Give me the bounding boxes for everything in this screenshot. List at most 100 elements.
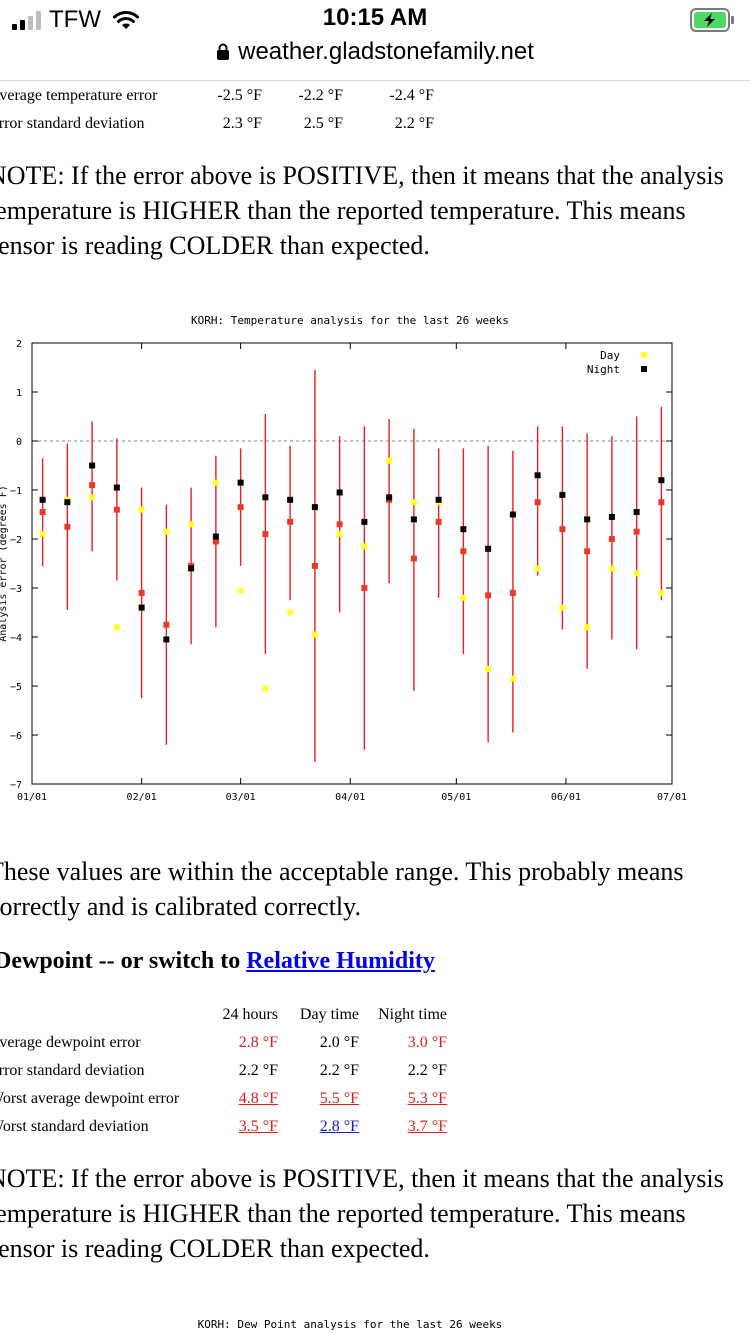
row-label: Worst average dewpoint error xyxy=(0,1090,180,1107)
chart-title: KORH: Temperature analysis for the last … xyxy=(191,314,509,327)
worst-avg-24h-link[interactable]: 4.8 °F xyxy=(238,1090,278,1107)
column-header: Day time xyxy=(299,1006,359,1023)
night-point xyxy=(64,499,71,506)
mean-point xyxy=(435,518,442,525)
worst-avg-night-link[interactable]: 5.3 °F xyxy=(407,1090,447,1107)
y-tick-label: −2 xyxy=(10,535,22,546)
mean-point xyxy=(39,509,46,516)
night-point xyxy=(410,516,417,523)
value-day: 2.5 °F xyxy=(303,115,343,132)
dewpoint-heading: Dewpoint -- or switch to Relative Humidi… xyxy=(0,948,435,975)
day-point xyxy=(39,531,46,538)
night-point xyxy=(361,518,368,525)
mean-point xyxy=(237,504,244,511)
lock-icon xyxy=(217,43,230,60)
night-point xyxy=(509,511,516,518)
day-point xyxy=(89,494,96,501)
worst-avg-day-link[interactable]: 5.5 °F xyxy=(319,1090,359,1107)
mean-point xyxy=(534,499,541,506)
y-tick-label: −4 xyxy=(10,633,22,644)
legend-label: Day xyxy=(600,349,620,362)
carrier-name: TFW xyxy=(49,6,101,33)
wifi-icon xyxy=(112,11,139,29)
verdict-line: correctly and is calibrated correctly. xyxy=(0,892,361,921)
day-point xyxy=(336,531,343,538)
table-row: Average dewpoint error 2.8 °F 2.0 °F 3.0… xyxy=(0,1029,447,1057)
error-sign-note-2: NOTE: If the error above is POSITIVE, th… xyxy=(0,1161,748,1266)
day-point xyxy=(608,565,615,572)
day-point xyxy=(287,609,294,616)
x-tick-label: 02/01 xyxy=(127,792,157,803)
plot-frame xyxy=(31,342,673,785)
page-content: Average temperature error -2.5 °F -2.2 °… xyxy=(0,81,750,1334)
y-tick-label: −6 xyxy=(10,731,22,742)
mean-point xyxy=(633,528,640,535)
night-point xyxy=(212,533,219,540)
table-row: Worst standard deviation 3.5 °F 2.8 °F 3… xyxy=(0,1113,447,1141)
day-point xyxy=(485,665,492,672)
night-point xyxy=(163,636,170,643)
day-point xyxy=(460,594,467,601)
worst-std-night-link[interactable]: 3.7 °F xyxy=(407,1118,447,1135)
day-point xyxy=(361,543,368,550)
day-point xyxy=(113,624,120,631)
y-tick-label: 0 xyxy=(16,437,22,448)
value-day: 2.2 °F xyxy=(319,1062,359,1079)
worst-std-day-link[interactable]: 2.8 °F xyxy=(319,1118,359,1135)
night-point xyxy=(386,494,393,501)
x-tick-label: 03/01 xyxy=(226,792,256,803)
battery-charging-icon xyxy=(690,8,734,32)
day-point xyxy=(138,506,145,513)
day-point xyxy=(237,587,244,594)
x-tick-label: 07/01 xyxy=(657,792,687,803)
url-text: weather.gladstonefamily.net xyxy=(238,38,534,65)
mean-point xyxy=(410,555,417,562)
table-row: Error standard deviation 2.3 °F 2.5 °F 2… xyxy=(0,110,434,138)
night-point xyxy=(559,491,566,498)
day-point xyxy=(311,631,318,638)
night-point xyxy=(39,496,46,503)
table-row: Worst average dewpoint error 4.8 °F 5.5 … xyxy=(0,1085,447,1113)
y-tick-label: 1 xyxy=(16,388,22,399)
x-tick-label: 01/01 xyxy=(17,792,47,803)
mean-point xyxy=(89,482,96,489)
mean-point xyxy=(509,589,516,596)
night-point xyxy=(485,545,492,552)
relative-humidity-link[interactable]: Relative Humidity xyxy=(246,948,435,974)
value-day: -2.2 °F xyxy=(298,87,343,104)
night-point xyxy=(311,504,318,511)
note-line: temperature is HIGHER than the reported … xyxy=(0,196,686,225)
night-point xyxy=(584,516,591,523)
row-label: Error standard deviation xyxy=(0,1062,145,1079)
mean-point xyxy=(608,536,615,542)
dewpoint-chart-title: KORH: Dew Point analysis for the last 26… xyxy=(197,1318,503,1331)
day-point xyxy=(212,479,219,486)
error-sign-note: NOTE: If the error above is POSITIVE, th… xyxy=(0,158,748,263)
day-point xyxy=(584,624,591,631)
address-bar[interactable]: weather.gladstonefamily.net xyxy=(0,38,750,66)
mean-point xyxy=(336,521,343,528)
note-line: sensor is reading COLDER than expected. xyxy=(0,1234,430,1263)
mean-point xyxy=(212,538,219,545)
night-point xyxy=(89,462,96,469)
dewpoint-error-table: 24 hours Day time Night time Average dew… xyxy=(0,1001,447,1141)
heading-text: Dewpoint -- or switch to xyxy=(0,948,247,974)
y-axis-label: Analysis error (degrees F) xyxy=(0,485,9,642)
value-night: -2.4 °F xyxy=(389,87,434,104)
mean-point xyxy=(163,621,170,628)
mean-point xyxy=(64,523,71,530)
night-point xyxy=(262,494,269,501)
y-tick-label: −5 xyxy=(10,682,22,693)
x-tick-label: 05/01 xyxy=(441,792,471,803)
night-point xyxy=(336,489,343,496)
row-label: Worst standard deviation xyxy=(0,1118,149,1135)
worst-std-24h-link[interactable]: 3.5 °F xyxy=(238,1118,278,1135)
night-point xyxy=(237,479,244,486)
day-point xyxy=(188,521,195,528)
verdict-line: These values are within the acceptable r… xyxy=(0,857,684,886)
night-point xyxy=(658,477,665,484)
mean-point xyxy=(361,585,368,591)
mean-point xyxy=(262,531,269,538)
value-24h: 2.2 °F xyxy=(238,1062,278,1079)
column-header: Night time xyxy=(378,1006,447,1023)
